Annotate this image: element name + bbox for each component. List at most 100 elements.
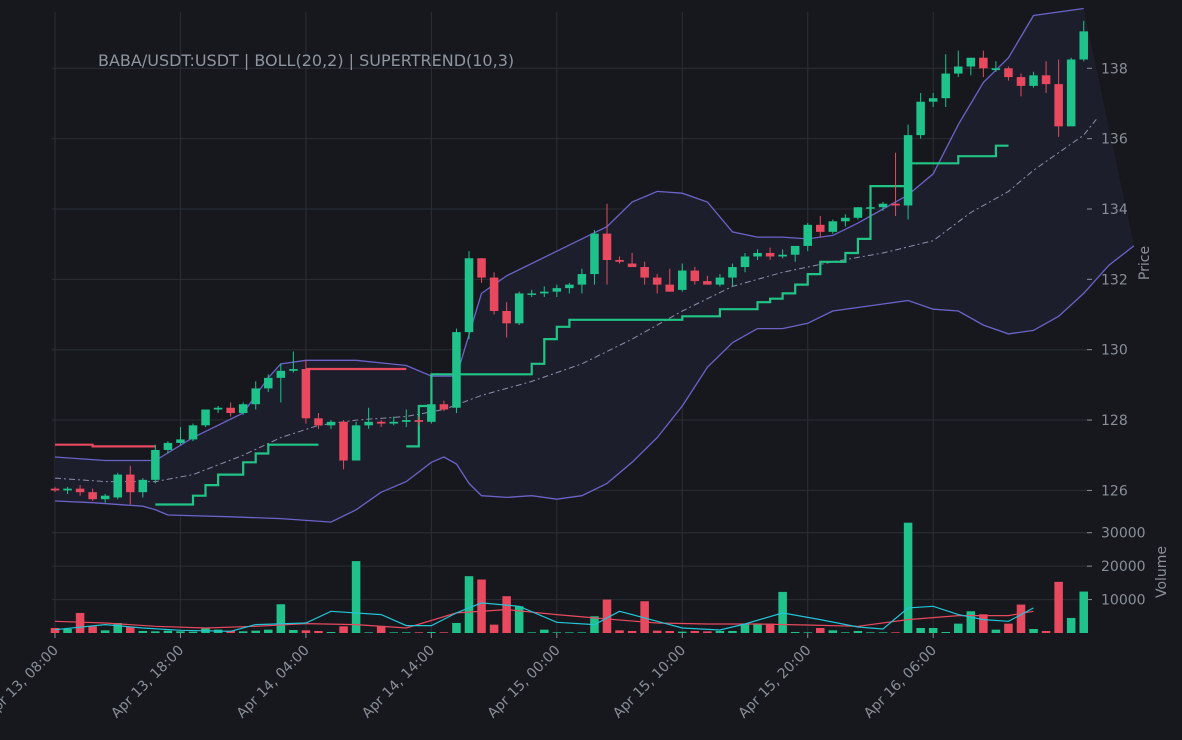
candle-body [314, 418, 323, 426]
candle-body [1029, 75, 1038, 86]
price-tick-label: 126 [1101, 483, 1128, 499]
candle-body [765, 252, 775, 257]
candle-body [427, 404, 436, 422]
volume-bar [351, 561, 361, 633]
candle-body [916, 101, 925, 136]
candle-body [678, 270, 687, 290]
candle-body [878, 203, 888, 208]
candle-body [803, 224, 812, 246]
time-tick-label: Apr 14, 14:00 [359, 643, 438, 722]
bollinger-lower-line [54, 245, 1135, 523]
volume-bar [991, 629, 1001, 633]
volume-bar [502, 596, 511, 633]
candle-body [615, 260, 624, 262]
time-tick-label: Apr 16, 06:00 [861, 643, 940, 722]
volume-bar [853, 630, 863, 633]
price-axis-title: Price [1137, 246, 1153, 280]
volume-bar [928, 627, 938, 633]
volume-bar [966, 611, 976, 633]
volume-bar [816, 627, 825, 633]
candle-body [389, 421, 398, 424]
volume-bar [63, 628, 72, 633]
candle-body [1054, 84, 1063, 127]
candle-body [276, 370, 286, 378]
candle-body [326, 421, 336, 426]
volume-bar [376, 626, 386, 633]
candle-body [602, 233, 612, 260]
volume-axis-title: Volume [1154, 546, 1170, 598]
candle-body [63, 488, 72, 491]
candle-body [866, 207, 875, 209]
candle-body [188, 425, 198, 440]
time-tick-label: Apr 15, 20:00 [736, 643, 815, 722]
candle-body [979, 57, 988, 69]
price-tick-label: 136 [1101, 132, 1128, 148]
volume-bar [452, 622, 461, 633]
candle-body [1041, 75, 1051, 85]
volume-bar [163, 630, 173, 633]
candle-body [238, 404, 248, 414]
volume-bar [251, 630, 260, 633]
candle-body [213, 407, 223, 410]
volume-tick-labels: 10000 20000 30000 [1087, 526, 1146, 609]
candle-body [577, 274, 587, 285]
volume-tick-label: 20000 [1101, 559, 1146, 575]
volume-tick-label: 10000 [1101, 593, 1146, 609]
candle-body [251, 388, 260, 405]
candle-body [226, 407, 235, 414]
candle-body [339, 421, 348, 461]
candle-body [201, 409, 210, 426]
volume-bar [1029, 628, 1038, 633]
candle-body [828, 221, 838, 232]
volume-bar [1054, 581, 1063, 633]
volume-bar [878, 632, 888, 633]
candle-body [715, 277, 725, 285]
volume-bar [577, 632, 587, 633]
volume-bar [75, 612, 85, 633]
supertrend-up-segment [155, 443, 319, 506]
candle-body [502, 311, 511, 324]
time-tick-label: Apr 14, 04:00 [234, 643, 313, 722]
volume-bar [238, 631, 248, 633]
volume-bar [1004, 623, 1013, 633]
volume-bar [126, 626, 135, 633]
volume-bar [464, 576, 474, 633]
candle-body [941, 73, 950, 99]
candle-body [853, 207, 863, 218]
volume-bar [477, 579, 486, 633]
volume-bar [715, 630, 725, 633]
volume-bar [264, 629, 273, 633]
candle-body [351, 425, 361, 461]
candle-body [301, 369, 311, 419]
volume-bar [151, 631, 160, 633]
volume-bar [803, 632, 812, 633]
volume-bar [665, 630, 674, 633]
volume-bar [489, 624, 499, 633]
supertrend-down-segment [55, 443, 156, 448]
volume-bar [903, 522, 913, 633]
volume-bar [1041, 630, 1051, 633]
price-tick-label: 134 [1101, 202, 1128, 218]
candle-body [414, 420, 424, 422]
candle-body [364, 421, 373, 426]
volume-bar [828, 630, 838, 633]
price-tick-labels: 126 128 130 132 134 136 138 [1087, 61, 1128, 499]
volume-bar [1016, 604, 1026, 633]
volume-bar [652, 630, 662, 633]
candle-body [627, 263, 637, 268]
volume-bar [527, 632, 536, 633]
candle-body [665, 284, 674, 292]
candle-body [1066, 59, 1076, 127]
volume-bar [565, 632, 574, 633]
volume-bar [439, 632, 449, 633]
candle-body [464, 258, 474, 333]
candle-body [176, 439, 185, 443]
candle-body [954, 66, 963, 74]
candle-body [1004, 68, 1013, 78]
volume-bar [728, 630, 737, 633]
volume-bar [176, 631, 185, 633]
candle-body [151, 449, 160, 480]
volume-bar [740, 624, 750, 633]
bollinger-upper-line [54, 7, 1084, 462]
